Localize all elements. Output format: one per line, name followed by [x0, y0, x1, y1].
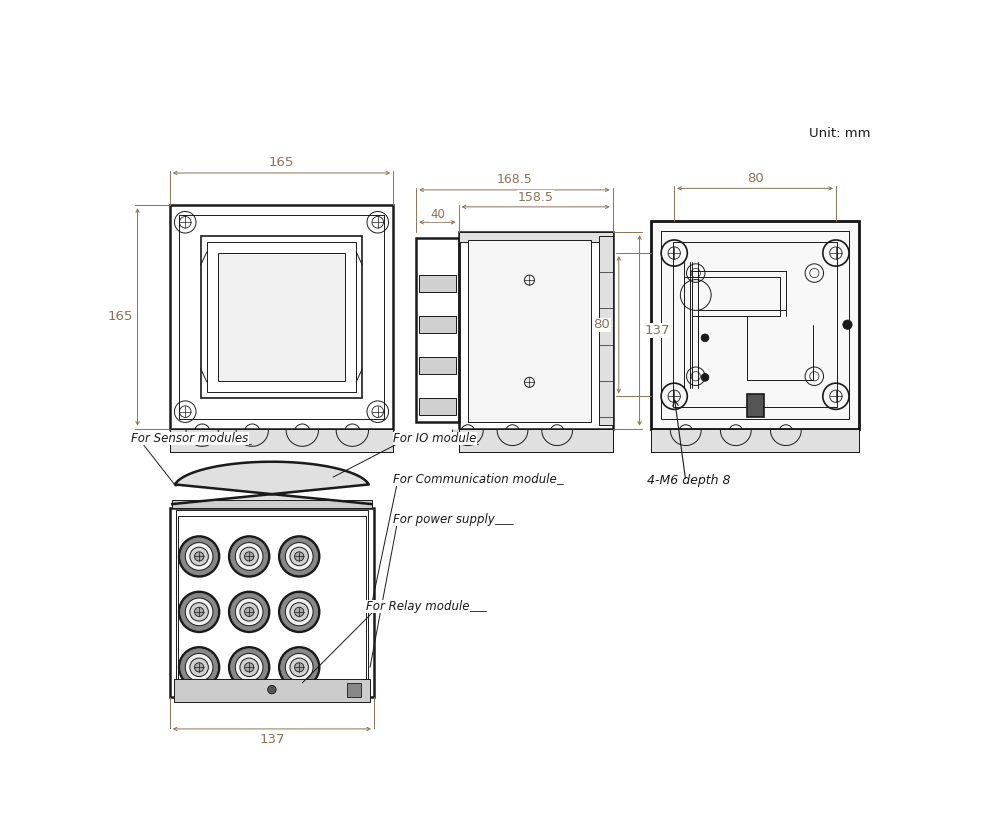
Circle shape — [701, 373, 709, 381]
Circle shape — [185, 598, 213, 626]
Circle shape — [194, 552, 204, 561]
Text: 40: 40 — [430, 208, 445, 221]
Circle shape — [179, 536, 219, 577]
Circle shape — [701, 334, 709, 342]
Polygon shape — [347, 683, 361, 697]
Circle shape — [290, 603, 308, 621]
Polygon shape — [497, 430, 528, 446]
Circle shape — [295, 663, 304, 672]
Circle shape — [245, 663, 254, 672]
Circle shape — [231, 649, 268, 686]
Circle shape — [843, 320, 852, 329]
Circle shape — [245, 607, 254, 617]
Polygon shape — [542, 430, 573, 446]
Circle shape — [190, 658, 208, 676]
Polygon shape — [186, 430, 218, 446]
Circle shape — [229, 592, 269, 632]
Text: For Relay module: For Relay module — [366, 600, 470, 613]
Text: 165: 165 — [108, 310, 133, 324]
Circle shape — [245, 552, 254, 561]
Polygon shape — [172, 500, 372, 508]
Text: 80: 80 — [593, 318, 610, 331]
Text: 137: 137 — [645, 324, 670, 337]
Circle shape — [285, 598, 313, 626]
Polygon shape — [747, 394, 764, 417]
Polygon shape — [670, 430, 701, 446]
Polygon shape — [236, 430, 268, 446]
Text: For Sensor modules: For Sensor modules — [131, 432, 249, 446]
Polygon shape — [174, 679, 370, 702]
Circle shape — [190, 547, 208, 566]
Text: 168.5: 168.5 — [497, 174, 532, 187]
Polygon shape — [599, 236, 613, 425]
Polygon shape — [419, 316, 456, 333]
Circle shape — [290, 658, 308, 676]
Circle shape — [231, 594, 268, 631]
Polygon shape — [651, 220, 859, 428]
Polygon shape — [336, 430, 369, 446]
Circle shape — [240, 658, 258, 676]
Circle shape — [295, 607, 304, 617]
Text: 165: 165 — [269, 156, 294, 170]
Circle shape — [231, 538, 268, 575]
Circle shape — [179, 592, 219, 632]
Polygon shape — [172, 462, 372, 504]
Circle shape — [240, 603, 258, 621]
Circle shape — [240, 547, 258, 566]
Polygon shape — [419, 275, 456, 292]
Circle shape — [181, 538, 218, 575]
Text: For IO module: For IO module — [393, 432, 477, 446]
Text: Unit: mm: Unit: mm — [809, 127, 870, 140]
Polygon shape — [419, 357, 456, 374]
Circle shape — [181, 649, 218, 686]
Polygon shape — [651, 428, 859, 452]
Circle shape — [190, 603, 208, 621]
Circle shape — [285, 542, 313, 570]
Polygon shape — [770, 430, 801, 446]
Text: For power supply: For power supply — [393, 513, 495, 526]
Polygon shape — [218, 253, 345, 381]
Circle shape — [181, 594, 218, 631]
Polygon shape — [459, 428, 613, 452]
Circle shape — [179, 647, 219, 687]
Text: 137: 137 — [259, 733, 285, 746]
Circle shape — [185, 654, 213, 681]
Text: For Communication module: For Communication module — [393, 473, 557, 486]
Circle shape — [235, 598, 263, 626]
Circle shape — [185, 542, 213, 570]
Circle shape — [194, 663, 204, 672]
Circle shape — [285, 654, 313, 681]
Polygon shape — [452, 430, 483, 446]
Circle shape — [279, 647, 319, 687]
Text: 158.5: 158.5 — [518, 191, 554, 204]
Circle shape — [229, 536, 269, 577]
Polygon shape — [286, 430, 318, 446]
Circle shape — [279, 536, 319, 577]
Circle shape — [194, 607, 204, 617]
Polygon shape — [468, 240, 591, 423]
Circle shape — [281, 538, 318, 575]
Circle shape — [235, 542, 263, 570]
Circle shape — [281, 649, 318, 686]
Polygon shape — [419, 398, 456, 414]
Circle shape — [290, 547, 308, 566]
Circle shape — [268, 686, 276, 694]
Circle shape — [281, 594, 318, 631]
Text: 4-M6 depth 8: 4-M6 depth 8 — [647, 474, 731, 487]
Polygon shape — [720, 430, 751, 446]
Circle shape — [229, 647, 269, 687]
Text: 80: 80 — [747, 172, 763, 185]
Circle shape — [295, 552, 304, 561]
Circle shape — [235, 654, 263, 681]
Circle shape — [279, 592, 319, 632]
Polygon shape — [170, 428, 393, 452]
Polygon shape — [459, 233, 613, 242]
